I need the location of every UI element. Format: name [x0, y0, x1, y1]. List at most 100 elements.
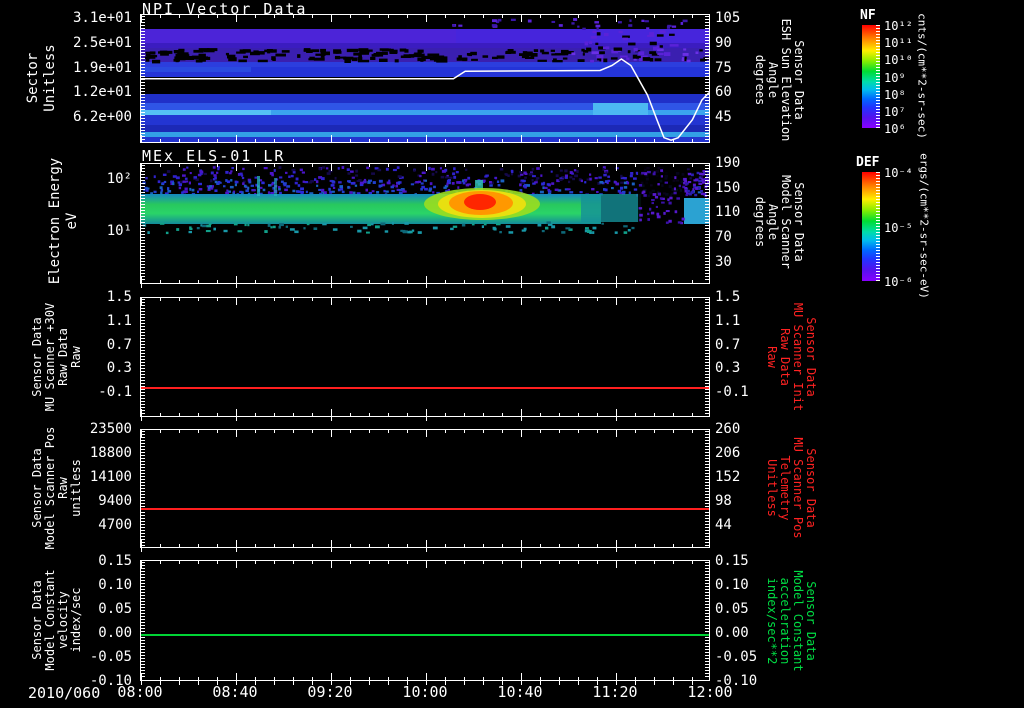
colorbar-tick: 10⁻⁴	[884, 166, 913, 180]
x-tick-10:00: 10:00	[402, 683, 448, 701]
y-tick-left-p5: 0.00	[98, 624, 132, 641]
y-tick-right-npi: 90	[715, 34, 732, 51]
y-axis-minor-ticks	[141, 431, 145, 546]
colorbar-tick: 10⁸	[884, 87, 906, 102]
gap-ticks	[141, 284, 709, 288]
y-tick-right-npi: 45	[715, 109, 732, 126]
npi-noise-speckles	[144, 18, 709, 64]
y-tick-right-els: 150	[715, 179, 741, 196]
y-tick-left-p4: 18800	[89, 445, 132, 461]
colorbar-title-def: DEF	[856, 155, 880, 170]
x-axis-date: 2010/060	[28, 684, 101, 702]
y-axis-minor-ticks	[141, 562, 145, 679]
data-line-p5	[141, 634, 709, 637]
y-tick-left-p3: 0.3	[106, 360, 132, 377]
panel-npi	[140, 14, 710, 143]
y-axis-minor-ticks	[705, 299, 709, 415]
y-tick-left-npi: 6.2e+00	[72, 109, 132, 126]
y-tick-right-p4: 206	[715, 445, 741, 461]
x-tick-08:40: 08:40	[212, 683, 258, 701]
y-tick-right-npi: 75	[715, 59, 732, 76]
y-tick-left-p5: 0.05	[98, 600, 132, 617]
y-tick-right-p3: 0.7	[715, 336, 741, 353]
x-axis-major-ticks	[141, 561, 709, 568]
y-tick-left-p5: 0.15	[98, 552, 132, 569]
x-axis-major-ticks	[141, 164, 709, 171]
x-tick-08:00: 08:00	[117, 683, 163, 701]
y-tick-right-npi: 105	[715, 9, 741, 26]
y-tick-right-p4: 44	[715, 517, 732, 534]
y-tick-right-p5: 0.15	[715, 552, 749, 569]
y-tick-left-p5: 0.10	[98, 576, 132, 593]
y-tick-right-els: 30	[715, 253, 732, 270]
y-axis-minor-ticks	[141, 165, 145, 282]
y-tick-left-els: 10¹	[106, 223, 132, 239]
y-tick-left-p5: -0.05	[89, 648, 132, 665]
y-tick-right-p4: 152	[715, 469, 741, 486]
y-tick-left-p5: -0.10	[89, 673, 132, 689]
y-tick-right-els: 110	[715, 204, 741, 221]
colorbar-tick: 10¹⁰	[884, 53, 913, 68]
y-axis-minor-ticks	[141, 16, 145, 141]
y-tick-left-npi: 1.9e+01	[72, 59, 132, 76]
y-tick-right-els: 190	[715, 155, 741, 171]
y-axis-minor-ticks	[705, 562, 709, 679]
x-tick-10:40: 10:40	[497, 683, 543, 701]
y-tick-right-p3: -0.1	[715, 384, 749, 401]
x-axis-major-ticks	[141, 430, 709, 437]
y-axis-minor-ticks	[705, 165, 709, 282]
y-tick-left-npi: 2.5e+01	[72, 34, 132, 51]
colorbar-tick: 10⁹	[884, 70, 906, 85]
y-tick-left-p4: 23500	[89, 421, 132, 437]
x-axis-major-ticks	[141, 673, 709, 680]
panel-els	[140, 163, 710, 284]
y-tick-right-p5: 0.05	[715, 600, 749, 617]
x-axis-major-ticks	[141, 15, 709, 22]
x-tick-12:00: 12:00	[687, 683, 733, 701]
colorbar-tick: 10⁷	[884, 104, 906, 119]
y-tick-left-p4: 14100	[89, 469, 132, 486]
y-tick-right-p5: -0.05	[715, 648, 758, 665]
sun-elevation-curve	[141, 58, 709, 141]
x-axis-outer-ticks	[141, 681, 709, 685]
y-tick-left-npi: 1.2e+01	[72, 84, 132, 101]
spectrogram-npi	[141, 15, 709, 142]
panel-model-scanner-pos	[140, 429, 710, 548]
y-tick-right-npi: 60	[715, 84, 732, 101]
x-axis-major-ticks	[141, 135, 709, 142]
data-line-p4	[141, 508, 709, 511]
colorbar-nf	[862, 25, 880, 128]
y-tick-left-p4: 4700	[98, 517, 132, 534]
y-tick-right-p5: -0.10	[715, 673, 758, 689]
y-tick-right-p3: 0.3	[715, 360, 741, 377]
y-axis-minor-ticks	[705, 16, 709, 141]
y-axis-minor-ticks	[141, 299, 145, 415]
y-tick-left-p3: 1.1	[106, 312, 132, 329]
panel-title-els: MEx ELS-01 LR	[142, 147, 286, 165]
els-noise-speckles-2	[142, 169, 709, 235]
colorbar-tick: 10⁻⁶	[884, 275, 913, 289]
y-tick-right-p3: 1.1	[715, 312, 741, 329]
ylabel-sector: Sector Unitless	[25, 44, 58, 112]
y-tick-left-els: 10²	[106, 170, 132, 187]
x-axis-major-ticks	[141, 409, 709, 416]
colorbar-tick: 10¹¹	[884, 36, 913, 51]
y-tick-right-p5: 0.00	[715, 624, 749, 641]
panel-mu-scanner-30v	[140, 297, 710, 417]
panel-title-npi: NPI Vector Data	[142, 0, 308, 18]
x-axis-major-ticks	[141, 276, 709, 283]
x-axis-major-ticks	[141, 298, 709, 305]
y-tick-left-npi: 3.1e+01	[72, 9, 132, 26]
spectrogram-els	[141, 164, 709, 283]
x-tick-09:20: 09:20	[307, 683, 353, 701]
y-tick-right-p4: 98	[715, 493, 732, 510]
y-tick-right-p3: 1.5	[715, 289, 741, 305]
colorbar-tick: 10⁻⁵	[884, 220, 913, 235]
flux-enhancement-core	[464, 194, 496, 210]
colorbar-def	[862, 172, 880, 281]
y-tick-left-p3: -0.1	[98, 384, 132, 401]
colorbar-tick: 10⁶	[884, 122, 906, 136]
x-axis-major-ticks	[141, 540, 709, 547]
panel-model-constant-velocity	[140, 560, 710, 681]
y-tick-left-p4: 9400	[98, 493, 132, 510]
